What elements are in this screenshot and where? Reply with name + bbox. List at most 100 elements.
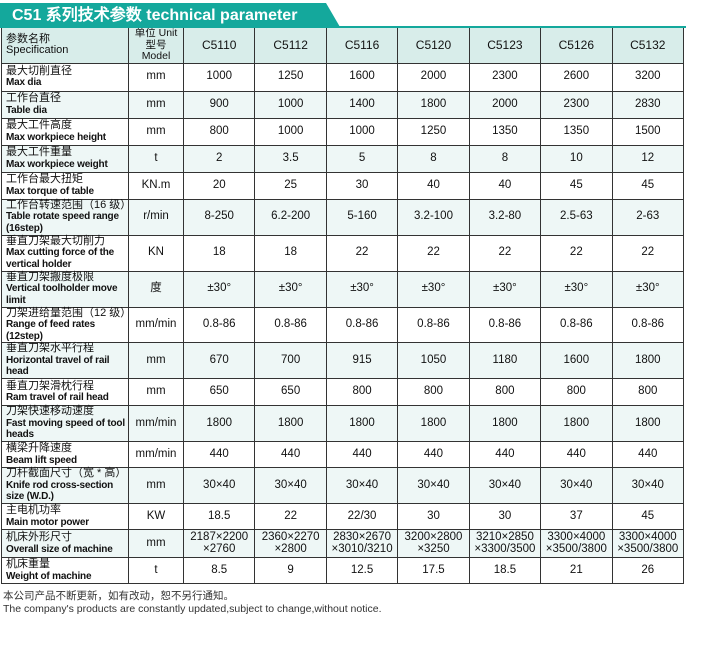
value-cell: 45: [540, 171, 613, 200]
spec-cell: 机床外形尺寸 Overall size of machine: [1, 529, 129, 558]
spec-cell: 刀架快速移动速度 Fast moving speed of tool heads: [1, 405, 129, 442]
spec-cn: 刀架快速移动速度: [6, 405, 94, 418]
spec-en: Max cutting force of the vertical holder: [6, 247, 114, 270]
spec-en: Fast moving speed of tool heads: [6, 417, 125, 441]
table-row: 主电机功率 Main motor power KW 18.5 22 22/30 30 30 37…: [1, 503, 685, 530]
spec-cn: 机床重量: [6, 558, 50, 570]
header-model: C5123: [468, 27, 542, 64]
spec-en: Table dia: [6, 104, 47, 116]
spec-en: Max workpiece height: [6, 131, 106, 143]
value-cell: 30: [325, 171, 399, 200]
value-cell: 1800: [611, 342, 685, 379]
spec-en: Range of feed rates (12step): [6, 319, 96, 342]
header-unit: 单位 Unit 型号 Model: [128, 27, 184, 64]
value-cell: 6.2-200: [254, 198, 327, 236]
value-cell: 1800: [397, 90, 470, 119]
unit-cell: mm: [128, 529, 184, 558]
value-cell: 12.5: [325, 557, 399, 584]
value-cell: 1000: [254, 90, 327, 119]
value-cell: ±30°: [540, 270, 613, 308]
value-cell: ±30°: [325, 270, 399, 308]
value-cell: 2360×2270 ×2800: [254, 529, 327, 558]
table-row: 最大工件重量 Max workpiece weight t 2 3.5 5 8 8 10 12: [1, 144, 685, 173]
table-row: 机床外形尺寸 Overall size of machine mm 2187×2200…: [1, 529, 685, 558]
value-cell: 22: [254, 503, 327, 530]
value-cell: 2.5-63: [540, 198, 613, 236]
spec-cn: 刀杆截面尺寸（宽 * 高）: [6, 467, 127, 480]
spec-cn: 垂直刀架搬度极限: [6, 270, 94, 283]
unit-cell: t: [128, 144, 184, 173]
header-unit-en: 型号 Model: [141, 38, 171, 62]
value-cell: 440: [611, 441, 685, 468]
value-cell: 25: [254, 171, 327, 200]
spec-en: Weight of machine: [6, 570, 92, 582]
value-cell: 2187×2200 ×2760: [182, 529, 256, 558]
value-cell: 2-63: [611, 198, 685, 236]
value-cell: 30: [397, 503, 470, 530]
unit-cell: mm: [128, 342, 184, 379]
spec-en: Overall size of machine: [6, 543, 113, 555]
content: 参数名称 Specification 单位 Unit 型号 Model C5110 C…: [1, 27, 706, 620]
value-cell: 18.5: [468, 557, 542, 584]
spec-en: Vertical toolholder move limit: [6, 283, 118, 306]
value-cell: 800: [468, 378, 542, 406]
value-cell: 1800: [325, 405, 399, 442]
value-cell: 0.8-86: [540, 306, 613, 343]
header-row: 参数名称 Specification 单位 Unit 型号 Model C5110 C…: [1, 27, 685, 64]
value-cell: 3300×4000 ×3500/3800: [540, 529, 613, 558]
spec-cell: 垂直刀架水平行程 Horizontal travel of rail head: [1, 342, 129, 379]
value-cell: 440: [182, 441, 256, 468]
value-cell: ±30°: [611, 270, 685, 308]
table-row: 垂直刀架滑枕行程 Ram travel of rail head mm 650 650 8…: [1, 378, 685, 406]
value-cell: 45: [611, 503, 685, 530]
spec-table: 参数名称 Specification 单位 Unit 型号 Model C5110 C…: [1, 27, 685, 584]
notes: 本公司产品不断更新，如有改动，恕不另行通知。 The company's pro…: [1, 584, 706, 620]
table-row: 最大切削直径 Max dia mm 1000 1250 1600 2000 2300 2600 3…: [1, 62, 685, 92]
table-row: 工作台最大扭矩 Max torque of table KN.m 20 25 30 40 40…: [1, 171, 685, 200]
value-cell: 22/30: [325, 503, 399, 530]
value-cell: 30×40: [540, 467, 613, 504]
value-cell: 30×40: [182, 467, 256, 504]
value-cell: 800: [182, 117, 256, 146]
value-cell: 2300: [468, 62, 542, 92]
spec-cell: 垂直刀架搬度极限 Vertical toolholder move limit: [1, 270, 129, 308]
value-cell: 2300: [540, 90, 613, 119]
spec-cn: 工作台最大扭矩: [6, 173, 83, 185]
header-spec-en: Specification: [6, 44, 69, 57]
value-cell: 1350: [540, 117, 613, 146]
value-cell: 30×40: [397, 467, 470, 504]
value-cell: 22: [540, 234, 613, 272]
value-cell: 0.8-86: [468, 306, 542, 343]
header-spec-cn: 参数名称: [6, 32, 50, 45]
spec-cell: 刀架进给量范围（12 级） Range of feed rates (12step…: [1, 306, 132, 343]
header-model: C5126: [540, 27, 613, 64]
value-cell: 0.8-86: [325, 306, 399, 343]
value-cell: 1800: [182, 405, 256, 442]
value-cell: 1050: [397, 342, 470, 379]
table-row: 垂直刀架最大切削力 Max cutting force of the vertic…: [1, 234, 685, 272]
value-cell: 440: [254, 441, 327, 468]
value-cell: 1250: [254, 62, 327, 92]
value-cell: 18: [182, 234, 256, 272]
header-model: C5110: [182, 27, 256, 64]
table-row: 垂直刀架水平行程 Horizontal travel of rail head mm…: [1, 342, 685, 379]
spec-cn: 刀架进给量范围（12 级）: [6, 306, 132, 319]
value-cell: 800: [611, 378, 685, 406]
unit-cell: mm/min: [128, 306, 184, 343]
spec-en: Knife rod cross-section size (W.D.): [6, 479, 114, 503]
value-cell: 30×40: [254, 467, 327, 504]
unit-cell: mm: [128, 378, 184, 406]
value-cell: 37: [540, 503, 613, 530]
value-cell: 12: [611, 144, 685, 173]
table-row: 工作台转速范围（16 级） Table rotate speed range (1…: [1, 198, 685, 236]
value-cell: 670: [182, 342, 256, 379]
unit-cell: KN: [128, 234, 184, 272]
value-cell: 1400: [325, 90, 399, 119]
value-cell: 1500: [611, 117, 685, 146]
header-model: C5112: [254, 27, 327, 64]
spec-cell: 刀杆截面尺寸（宽 * 高） Knife rod cross-section siz…: [1, 467, 129, 504]
table-row: 最大工件高度 Max workpiece height mm 800 1000 1000 1…: [1, 117, 685, 146]
spec-en: Horizontal travel of rail head: [6, 354, 110, 378]
value-cell: 17.5: [397, 557, 470, 584]
spec-cell: 垂直刀架最大切削力 Max cutting force of the vertic…: [1, 234, 129, 272]
